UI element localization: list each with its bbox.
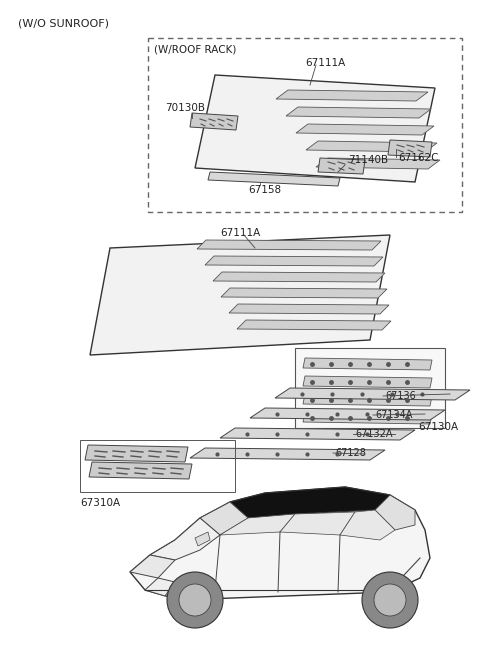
Text: 67128: 67128: [335, 448, 366, 458]
Polygon shape: [318, 158, 365, 174]
Polygon shape: [303, 412, 432, 424]
Polygon shape: [250, 408, 445, 420]
Text: 67111A: 67111A: [305, 58, 345, 68]
Polygon shape: [316, 158, 440, 169]
Polygon shape: [230, 487, 390, 518]
Polygon shape: [296, 124, 434, 135]
Polygon shape: [200, 502, 248, 535]
Polygon shape: [205, 256, 383, 266]
Polygon shape: [286, 107, 431, 118]
Polygon shape: [130, 555, 175, 578]
Polygon shape: [190, 113, 238, 130]
Polygon shape: [275, 388, 470, 400]
Polygon shape: [190, 448, 385, 460]
Polygon shape: [229, 304, 389, 314]
Polygon shape: [303, 376, 432, 388]
Circle shape: [167, 572, 223, 628]
Polygon shape: [306, 141, 437, 152]
Polygon shape: [221, 288, 387, 298]
Polygon shape: [375, 495, 415, 530]
Bar: [295, 348, 445, 428]
Text: 67130A: 67130A: [418, 422, 458, 432]
Text: 70130B: 70130B: [165, 103, 205, 113]
Polygon shape: [150, 518, 220, 560]
Polygon shape: [276, 90, 428, 101]
Polygon shape: [280, 512, 355, 535]
Polygon shape: [195, 75, 435, 182]
Polygon shape: [340, 510, 395, 540]
Text: 67132A: 67132A: [355, 429, 393, 439]
Polygon shape: [220, 514, 295, 535]
Polygon shape: [197, 240, 381, 250]
Polygon shape: [89, 462, 192, 479]
Polygon shape: [195, 532, 210, 546]
Text: 67111A: 67111A: [220, 228, 260, 238]
Text: 67310A: 67310A: [80, 498, 120, 508]
Text: 71140B: 71140B: [348, 155, 388, 165]
Polygon shape: [220, 428, 415, 440]
Text: 67134A: 67134A: [375, 410, 412, 420]
Polygon shape: [90, 235, 390, 355]
Polygon shape: [303, 358, 432, 370]
Circle shape: [179, 584, 211, 616]
Bar: [148, 38, 462, 212]
Polygon shape: [85, 445, 188, 462]
Bar: [80, 440, 235, 492]
Text: (W/O SUNROOF): (W/O SUNROOF): [18, 18, 109, 28]
Text: 67136: 67136: [385, 391, 416, 401]
Text: (W/ROOF RACK): (W/ROOF RACK): [154, 44, 236, 54]
Text: 67162C: 67162C: [398, 153, 439, 163]
Polygon shape: [388, 140, 432, 157]
Polygon shape: [130, 487, 430, 600]
Polygon shape: [237, 320, 391, 330]
Polygon shape: [145, 578, 175, 596]
Polygon shape: [213, 272, 385, 282]
Polygon shape: [303, 394, 432, 406]
Circle shape: [362, 572, 418, 628]
Polygon shape: [208, 172, 340, 186]
Circle shape: [374, 584, 406, 616]
Text: 67158: 67158: [248, 185, 281, 195]
